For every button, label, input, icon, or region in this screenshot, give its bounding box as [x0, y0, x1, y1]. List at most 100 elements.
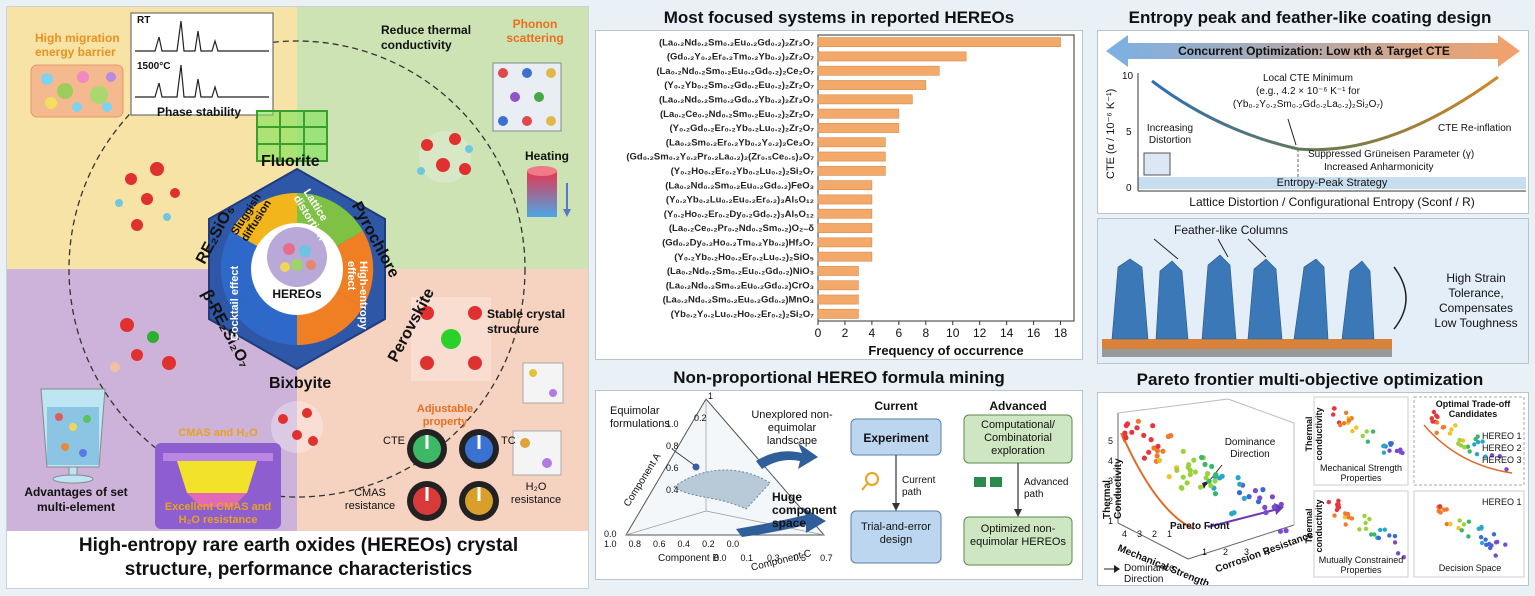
category-label: (La₀.₂Nd₀.₂Sm₀.₂Eu₀.₂Gd₀.₂)₂Zr₂O₇	[659, 37, 814, 48]
sub-scatter-point	[1342, 515, 1348, 520]
sub-scatter-point	[1504, 467, 1509, 472]
strain-1: High Strain	[1446, 271, 1506, 285]
left-diagram-svg	[30, 12, 571, 529]
sub-scatter-point	[1401, 555, 1406, 560]
scatter-point	[1212, 491, 1219, 497]
pareto-ticks-z: 5 4 3 2 1	[1108, 431, 1113, 531]
sub-scatter-point	[1449, 427, 1454, 432]
scatter-point	[1191, 457, 1197, 463]
category-label: (La₀.₂Sm₀.₂Er₀.₂Yb₀.₂Y₀.₂)₂Ce₂O₇	[666, 137, 814, 148]
strain-2: Tolerance,	[1448, 286, 1504, 300]
scatter-point	[1154, 448, 1160, 454]
scatter-point	[1197, 484, 1204, 490]
sub-scatter-point	[1398, 450, 1403, 455]
bar	[817, 108, 900, 119]
tick-z-1: 4	[1108, 456, 1114, 466]
scatter-point	[1236, 490, 1243, 496]
category-label: (Y₀.₂Ho₀.₂Er₀.₂Dy₀.₂Gd₀.₂)₃Al₅O₁₂	[664, 209, 814, 220]
sub-scatter-point	[1483, 537, 1488, 542]
bar	[817, 51, 967, 62]
scatter-point	[1148, 437, 1154, 443]
hereo3-label: HEREO 3	[1482, 455, 1522, 465]
scatter-point	[1205, 471, 1211, 477]
sub-scatter-point	[1378, 527, 1383, 533]
cte-ylabel: CTE (α / 10⁻⁶ K⁻¹)	[1105, 88, 1117, 179]
scatter-point	[1277, 528, 1284, 534]
sub-scatter-point	[1480, 439, 1485, 444]
sub-scatter-point	[1489, 453, 1495, 458]
tick-a-3: 0.8	[666, 441, 679, 451]
tick-x-1: 3	[1137, 529, 1143, 539]
sub-scatter-point	[1447, 431, 1453, 436]
tr-phonon-label: Phonon scattering	[506, 17, 564, 45]
fluorite-lattice	[256, 110, 328, 162]
tick-c-2: 0.3	[767, 553, 780, 563]
scatter-point	[1260, 487, 1266, 493]
scatter-point	[1141, 455, 1147, 461]
sub-scatter-point	[1365, 439, 1370, 444]
feather-label: Feather-like Columns	[1174, 223, 1289, 237]
sub-scatter-point	[1493, 553, 1498, 558]
bar	[817, 180, 873, 191]
x-tick-label: 10	[946, 326, 960, 340]
sub-scatter-point	[1475, 439, 1481, 445]
sub3-xlabel: Mutually Constrained Properties	[1318, 555, 1404, 575]
scatter-point	[1246, 494, 1252, 500]
strain-4: Low Toughness	[1434, 316, 1518, 330]
scatter-point	[1150, 423, 1156, 429]
advanced-head: Advanced	[989, 399, 1047, 413]
category-label: (La₀.₂Nd₀.₂Sm₀.₂Eu₀.₂Gd₀.₂)₂Ce₂O₇	[656, 66, 814, 77]
scatter-point	[1278, 501, 1284, 507]
left-caption-line1: High-entropy rare earth oxides (HEREOs) …	[78, 535, 519, 556]
pareto-ticks-x: 4 3 2 1	[1122, 529, 1172, 539]
bar	[817, 94, 913, 105]
gauge-h2o	[459, 481, 499, 521]
scatter-point	[1212, 478, 1218, 484]
bar	[817, 37, 1061, 48]
category-label: (Y₀.₂Yb₀.₂Ho₀.₂Er₀.₂Lu₀.₂)₂SiO₅	[674, 252, 814, 263]
tr-reduce-label: Reduce thermal conductivity	[381, 23, 472, 52]
sub-scatter-point	[1326, 499, 1331, 505]
tick-y-3: 4	[1265, 547, 1271, 557]
reinflation-label: CTE Re-inflation	[1438, 123, 1512, 134]
phonon-lattice	[492, 62, 562, 132]
bar-panel: (La₀.₂Nd₀.₂Sm₀.₂Eu₀.₂Gd₀.₂)₂Zr₂O₇ (Gd₀.₂Y…	[595, 30, 1083, 360]
scatter-point	[1180, 474, 1186, 480]
sub-scatter-point	[1387, 448, 1392, 453]
sub-scatter-point	[1503, 542, 1508, 547]
category-label: (La₀.₂Nd₀.₂Sm₀.₂Eu₀.₂Gd₀.₂)CrO₃	[666, 280, 814, 291]
br-cmas: CMAS resistance	[344, 487, 396, 512]
ytick-5: 5	[1126, 127, 1132, 138]
pareto-ticks-y: 1 2 3 4	[1202, 547, 1270, 557]
tick-x-3: 1	[1167, 529, 1173, 539]
ytick-10: 10	[1122, 71, 1134, 82]
sub-scatter-point	[1332, 513, 1337, 518]
scatter-point	[1124, 421, 1131, 427]
sub-scatter-point	[1343, 410, 1349, 415]
tr-heating-label: Heating	[525, 149, 570, 163]
scatter-point	[1156, 457, 1163, 463]
anharmonicity-label: Increased Anharmonicity	[1324, 162, 1434, 173]
sub-scatter-point	[1363, 526, 1369, 531]
scatter-point	[1255, 499, 1262, 505]
computational-box: Computational/ Combinatorial exploration	[981, 419, 1055, 457]
br-cte: CTE	[383, 435, 405, 447]
sub-scatter-point	[1493, 540, 1499, 545]
sub-scatter-point	[1346, 418, 1352, 423]
equimolar-label: Equimolar formulations	[610, 405, 670, 430]
sub-scatter-point	[1478, 535, 1484, 540]
sub-scatter-point	[1429, 416, 1434, 421]
scatter-point	[1237, 481, 1243, 487]
sub-scatter-point	[1483, 454, 1488, 459]
bar	[817, 294, 859, 305]
sub-scatter-point	[1459, 528, 1464, 533]
sub-scatter-point	[1441, 424, 1447, 430]
category-label: (Y₀.₂Ho₀.₂Er₀.₂Yb₀.₂Lu₀.₂)₂Si₂O₇	[671, 166, 815, 177]
local-min-2: (e.g., 4.2 × 10⁻⁶ K⁻¹ for	[1256, 86, 1360, 97]
sub-scatter-point	[1488, 545, 1493, 551]
scatter-point	[1155, 443, 1161, 449]
sub-scatter-point	[1381, 450, 1387, 455]
scatter-point	[1206, 478, 1212, 484]
sub-scatter-point	[1367, 516, 1372, 522]
label-fluorite: Fluorite	[261, 153, 320, 170]
